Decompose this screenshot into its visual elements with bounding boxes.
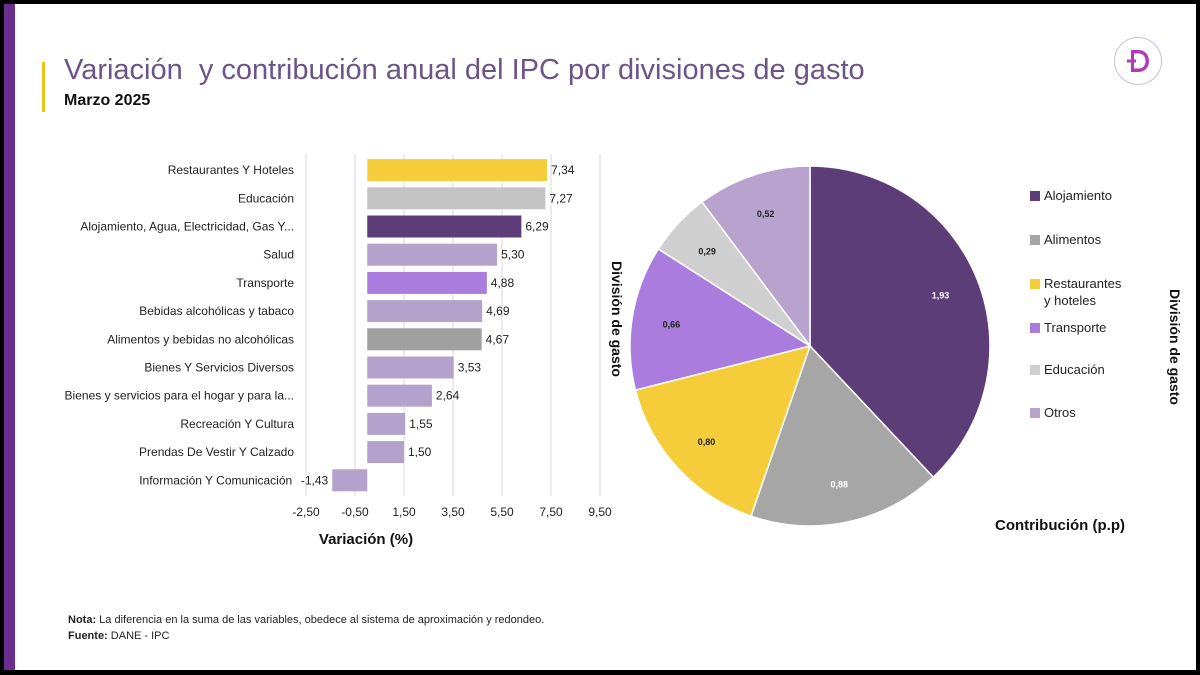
page-title: Variación y contribución anual del IPC p…: [64, 54, 865, 86]
source-label: Fuente:: [68, 630, 108, 642]
x-tick-label: 7,50: [539, 505, 563, 519]
footnote: Nota: La diferencia en la suma de las va…: [68, 614, 544, 626]
x-tick-label: -2,50: [292, 505, 320, 519]
category-label: Prendas De Vestir Y Calzado: [139, 445, 294, 459]
pie-value-label: 0,80: [698, 437, 716, 447]
variation-bar-chart: -2,50 -0,50 1,50 3,50 5,50 7,50 9,50 Restaurant…: [65, 154, 612, 548]
category-label: Educación: [238, 191, 294, 205]
bar-value-label: 4,88: [491, 276, 515, 290]
pie-value-label: 0,52: [757, 209, 775, 219]
category-label: Alimentos y bebidas no alcohólicas: [107, 332, 294, 346]
legend-swatch: [1030, 235, 1040, 245]
slide: Variación y contribución anual del IPC p…: [4, 4, 1196, 670]
bar-value-label: 7,34: [551, 163, 575, 177]
category-label: Restaurantes Y Hoteles: [168, 163, 294, 177]
note-label: Nota:: [68, 614, 97, 626]
legend-title: División de gasto: [1167, 289, 1183, 405]
legend-swatch: [1030, 408, 1040, 418]
bar-value-label: 1,55: [409, 417, 433, 431]
contribution-pie-chart: 1,93 0,88 0,80 0,66 0,29 0,52 Alojamiento Alime…: [609, 165, 1183, 534]
category-label: Transporte: [236, 276, 294, 290]
note-text: La diferencia en la suma de las variable…: [96, 614, 545, 626]
pie-side-label: División de gasto: [609, 261, 625, 377]
bar: [367, 187, 546, 210]
bar-value-label: 5,30: [501, 248, 525, 262]
bar-value-label: 3,53: [458, 361, 482, 375]
legend-label: Alimentos: [1044, 232, 1102, 247]
x-tick-label: 9,50: [588, 505, 612, 519]
category-label: Salud: [263, 248, 294, 262]
x-tick-label: 5,50: [490, 505, 514, 519]
pie-slice: [634, 344, 812, 518]
legend-label: Transporte: [1044, 320, 1106, 335]
bar: [367, 441, 404, 464]
source-line: Fuente: DANE - IPC: [68, 630, 169, 642]
pie-axis-title: Contribución (p.p): [995, 517, 1125, 534]
legend-swatch: [1030, 323, 1040, 333]
page-subtitle: Marzo 2025: [64, 92, 151, 109]
legend-swatch: [1030, 279, 1040, 289]
category-label: Información Y Comunicación: [139, 473, 292, 487]
pie-value-label: 0,88: [831, 479, 849, 489]
bar: [367, 384, 432, 407]
legend-swatch: [1030, 191, 1040, 201]
pie-slice: [629, 247, 812, 391]
pie-value-label: 0,29: [698, 246, 716, 256]
bar: [367, 356, 454, 379]
bar-value-label: 6,29: [525, 220, 549, 234]
category-label: Recreación Y Cultura: [180, 417, 294, 431]
x-axis-title: Variación (%): [319, 531, 413, 548]
category-label: Alojamiento, Agua, Electricidad, Gas Y..…: [80, 220, 294, 234]
bar-value-label: 4,67: [486, 332, 510, 346]
bar-value-label: -1,43: [301, 473, 329, 487]
bar: [367, 159, 548, 182]
x-tick-label: -0,50: [341, 505, 369, 519]
pie-value-label: 0,66: [663, 320, 681, 330]
bar: [367, 271, 487, 294]
source-text: DANE - IPC: [107, 630, 170, 642]
x-tick-label: 3,50: [441, 505, 465, 519]
d-logo-icon: [1114, 37, 1162, 85]
title-accent-bar: [42, 62, 45, 112]
pie-slice: [809, 165, 991, 479]
legend-label: Alojamiento: [1044, 188, 1112, 203]
bar-value-label: 4,69: [486, 304, 510, 318]
x-tick-label: 1,50: [392, 505, 416, 519]
bar-value-label: 2,64: [436, 389, 460, 403]
legend-label: Restaurantes: [1044, 276, 1122, 291]
bar-value-label: 7,27: [549, 191, 573, 205]
bar: [367, 215, 522, 238]
bar-value-label: 1,50: [408, 445, 432, 459]
left-accent-stripe: [4, 4, 15, 670]
bar: [367, 328, 482, 351]
bar: [367, 243, 498, 266]
bar: [367, 412, 406, 435]
legend-label: Otros: [1044, 405, 1076, 420]
pie-value-label: 1,93: [932, 290, 950, 300]
legend-label: Educación: [1044, 362, 1105, 377]
pie-slice: [700, 165, 811, 349]
category-label: Bienes y servicios para el hogar y para …: [65, 389, 294, 403]
category-label: Bebidas alcohólicas y tabaco: [139, 304, 294, 318]
legend-swatch: [1030, 365, 1040, 375]
pie-slice: [750, 344, 935, 527]
bar: [332, 469, 368, 492]
legend-label: y hoteles: [1044, 293, 1097, 308]
bar: [367, 300, 483, 323]
category-label: Bienes Y Servicios Diversos: [144, 361, 294, 375]
